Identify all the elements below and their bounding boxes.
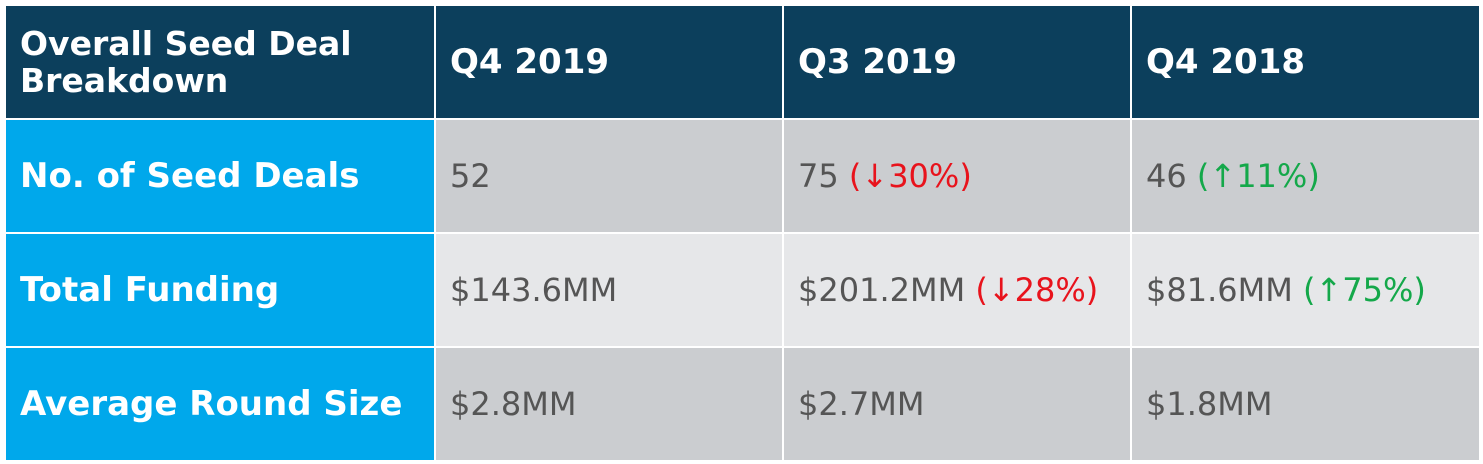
- table-cell: $1.8MM: [1130, 346, 1481, 462]
- change-up-label: (↑11%): [1196, 157, 1320, 195]
- cell-value: $2.7MM: [798, 385, 925, 423]
- column-header-q4-2019: Q4 2019: [434, 4, 784, 120]
- cell-value: $81.6MM: [1146, 271, 1293, 309]
- table-cell: $2.8MM: [434, 346, 784, 462]
- table-cell: 46 (↑11%): [1130, 118, 1481, 234]
- row-label-average-round-size: Average Round Size: [4, 346, 436, 462]
- change-down-label: (↓30%): [848, 157, 972, 195]
- table-cell: $143.6MM: [434, 232, 784, 348]
- seed-deal-table-wrapper: Overall Seed Deal Breakdown Q4 2019 Q3 2…: [4, 4, 1481, 462]
- column-header-q4-2018: Q4 2018: [1130, 4, 1481, 120]
- seed-deal-table: Overall Seed Deal Breakdown Q4 2019 Q3 2…: [4, 4, 1481, 462]
- cell-value: 52: [450, 157, 491, 195]
- table-cell: $81.6MM (↑75%): [1130, 232, 1481, 348]
- column-header-q3-2019: Q3 2019: [782, 4, 1132, 120]
- row-label-total-funding: Total Funding: [4, 232, 436, 348]
- cell-value: $201.2MM: [798, 271, 966, 309]
- cell-value: 46: [1146, 157, 1187, 195]
- cell-value: $143.6MM: [450, 271, 618, 309]
- table-header-row: Overall Seed Deal Breakdown Q4 2019 Q3 2…: [4, 4, 1481, 120]
- table-cell: $2.7MM: [782, 346, 1132, 462]
- cell-value: $1.8MM: [1146, 385, 1273, 423]
- table-cell: $201.2MM (↓28%): [782, 232, 1132, 348]
- table-cell: 52: [434, 118, 784, 234]
- row-label-seed-deals: No. of Seed Deals: [4, 118, 436, 234]
- table-title-cell: Overall Seed Deal Breakdown: [4, 4, 436, 120]
- table-row: Total Funding $143.6MM $201.2MM (↓28%) $…: [4, 232, 1481, 348]
- cell-value: $2.8MM: [450, 385, 577, 423]
- cell-value: 75: [798, 157, 839, 195]
- table-row: No. of Seed Deals 52 75 (↓30%) 46 (↑11%): [4, 118, 1481, 234]
- table-cell: 75 (↓30%): [782, 118, 1132, 234]
- change-up-label: (↑75%): [1303, 271, 1426, 309]
- change-down-label: (↓28%): [975, 271, 1099, 309]
- table-row: Average Round Size $2.8MM $2.7MM $1.8MM: [4, 346, 1481, 462]
